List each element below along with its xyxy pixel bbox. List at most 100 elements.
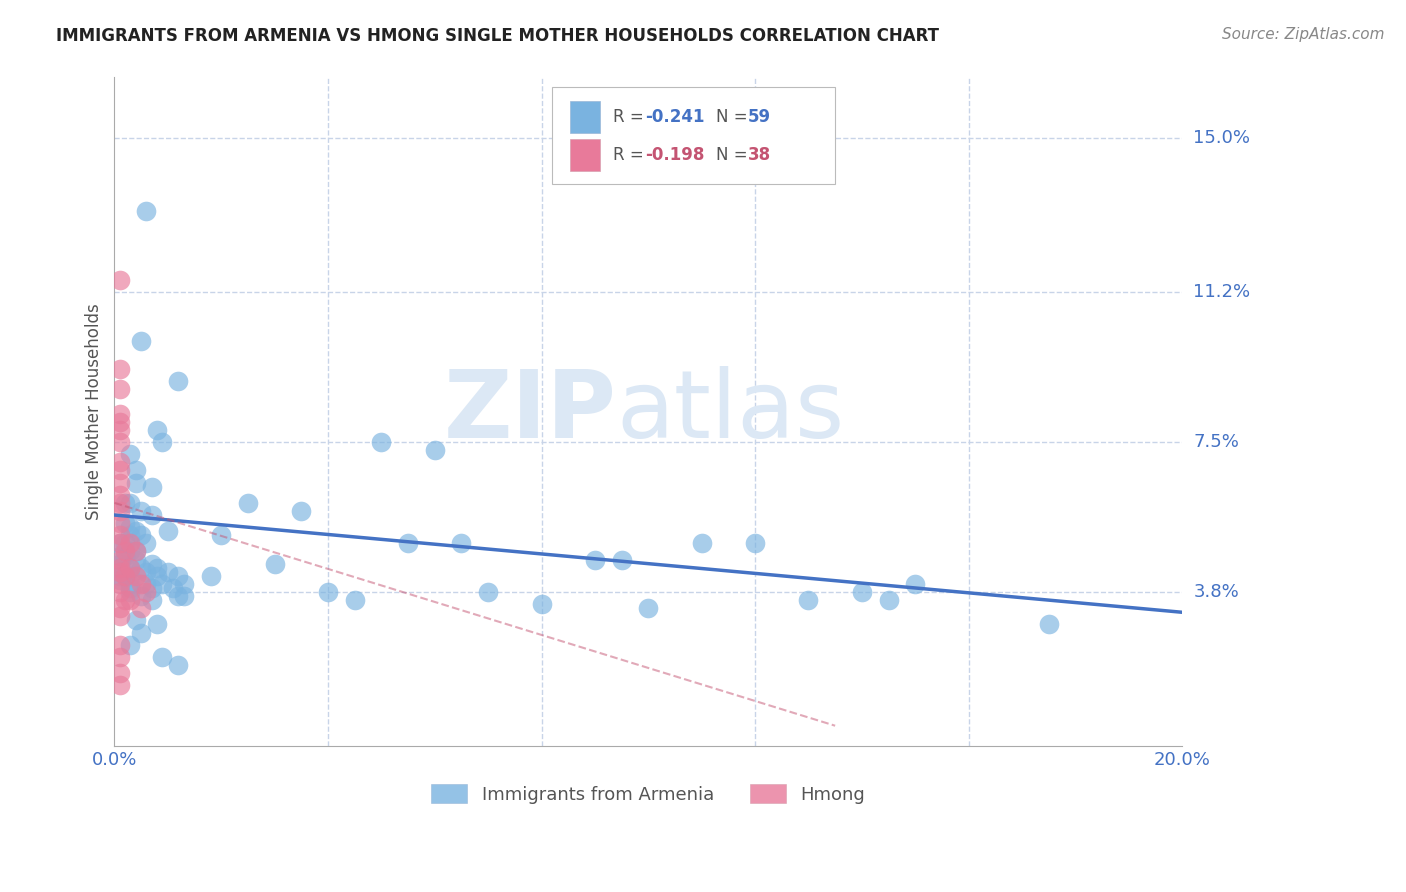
Point (690, 536, 713, 550)
Point (120, 638, 142, 652)
Point (125, 569, 148, 583)
Point (146, 617, 169, 632)
Text: R =: R = (613, 146, 650, 164)
Text: atlas: atlas (616, 366, 845, 458)
Point (162, 581, 184, 595)
Point (108, 557, 131, 571)
Point (108, 649, 131, 664)
Text: R =: R = (613, 108, 650, 126)
Point (236, 496, 259, 510)
Point (125, 463, 148, 477)
Point (120, 560, 142, 574)
Point (173, 577, 195, 591)
Point (120, 585, 142, 599)
Text: -0.198: -0.198 (645, 146, 704, 164)
Point (167, 569, 190, 583)
Point (290, 504, 312, 518)
Point (423, 443, 446, 458)
Point (120, 520, 142, 534)
Point (146, 569, 169, 583)
Point (120, 577, 142, 591)
Point (120, 581, 142, 595)
Point (797, 593, 820, 607)
Point (108, 463, 131, 477)
Point (108, 407, 131, 421)
Text: 11.2%: 11.2% (1194, 283, 1250, 301)
Point (108, 435, 131, 450)
Point (146, 423, 169, 437)
Point (125, 544, 148, 558)
Point (135, 204, 157, 219)
Point (114, 549, 136, 563)
Text: N =: N = (716, 146, 752, 164)
Point (135, 536, 157, 550)
Point (152, 577, 174, 591)
Point (114, 544, 136, 558)
Point (108, 528, 131, 542)
Point (108, 504, 131, 518)
Text: 3.8%: 3.8% (1194, 583, 1239, 601)
Point (135, 565, 157, 579)
Point (135, 577, 157, 591)
Point (141, 508, 163, 522)
Point (114, 536, 136, 550)
Text: 59: 59 (748, 108, 770, 126)
Point (343, 593, 366, 607)
Point (108, 585, 131, 599)
Point (125, 613, 148, 627)
Point (114, 593, 136, 607)
Point (146, 560, 169, 574)
Point (108, 573, 131, 587)
Point (108, 609, 131, 624)
Point (108, 362, 131, 376)
Point (744, 536, 766, 550)
Point (129, 577, 152, 591)
Point (120, 560, 142, 574)
Point (108, 549, 131, 563)
Text: IMMIGRANTS FROM ARMENIA VS HMONG SINGLE MOTHER HOUSEHOLDS CORRELATION CHART: IMMIGRANTS FROM ARMENIA VS HMONG SINGLE … (56, 27, 939, 45)
Point (152, 435, 174, 450)
Point (877, 593, 900, 607)
Point (141, 581, 163, 595)
Point (108, 383, 131, 397)
Point (125, 544, 148, 558)
Point (477, 585, 499, 599)
Point (200, 569, 222, 583)
Point (129, 504, 152, 518)
Point (108, 638, 131, 652)
Point (263, 557, 285, 571)
Text: 15.0%: 15.0% (1194, 129, 1250, 147)
Point (583, 552, 606, 566)
Point (108, 560, 131, 574)
Point (108, 552, 131, 566)
Point (167, 374, 190, 388)
Point (108, 273, 131, 287)
Point (450, 536, 472, 550)
Point (129, 625, 152, 640)
Text: Source: ZipAtlas.com: Source: ZipAtlas.com (1222, 27, 1385, 42)
Point (114, 496, 136, 510)
Point (114, 569, 136, 583)
Point (125, 552, 148, 566)
Point (530, 597, 553, 611)
Point (129, 528, 152, 542)
Point (851, 585, 873, 599)
Point (129, 589, 152, 603)
Point (108, 496, 131, 510)
Point (141, 557, 163, 571)
Point (108, 488, 131, 502)
Point (129, 560, 152, 574)
Point (125, 475, 148, 490)
Point (120, 569, 142, 583)
Point (904, 577, 927, 591)
FancyBboxPatch shape (553, 87, 835, 185)
Point (610, 552, 633, 566)
FancyBboxPatch shape (571, 101, 600, 133)
Point (152, 649, 174, 664)
Point (637, 601, 659, 615)
Text: -0.241: -0.241 (645, 108, 704, 126)
Text: 38: 38 (748, 146, 770, 164)
Point (396, 536, 419, 550)
Point (141, 593, 163, 607)
Point (141, 480, 163, 494)
